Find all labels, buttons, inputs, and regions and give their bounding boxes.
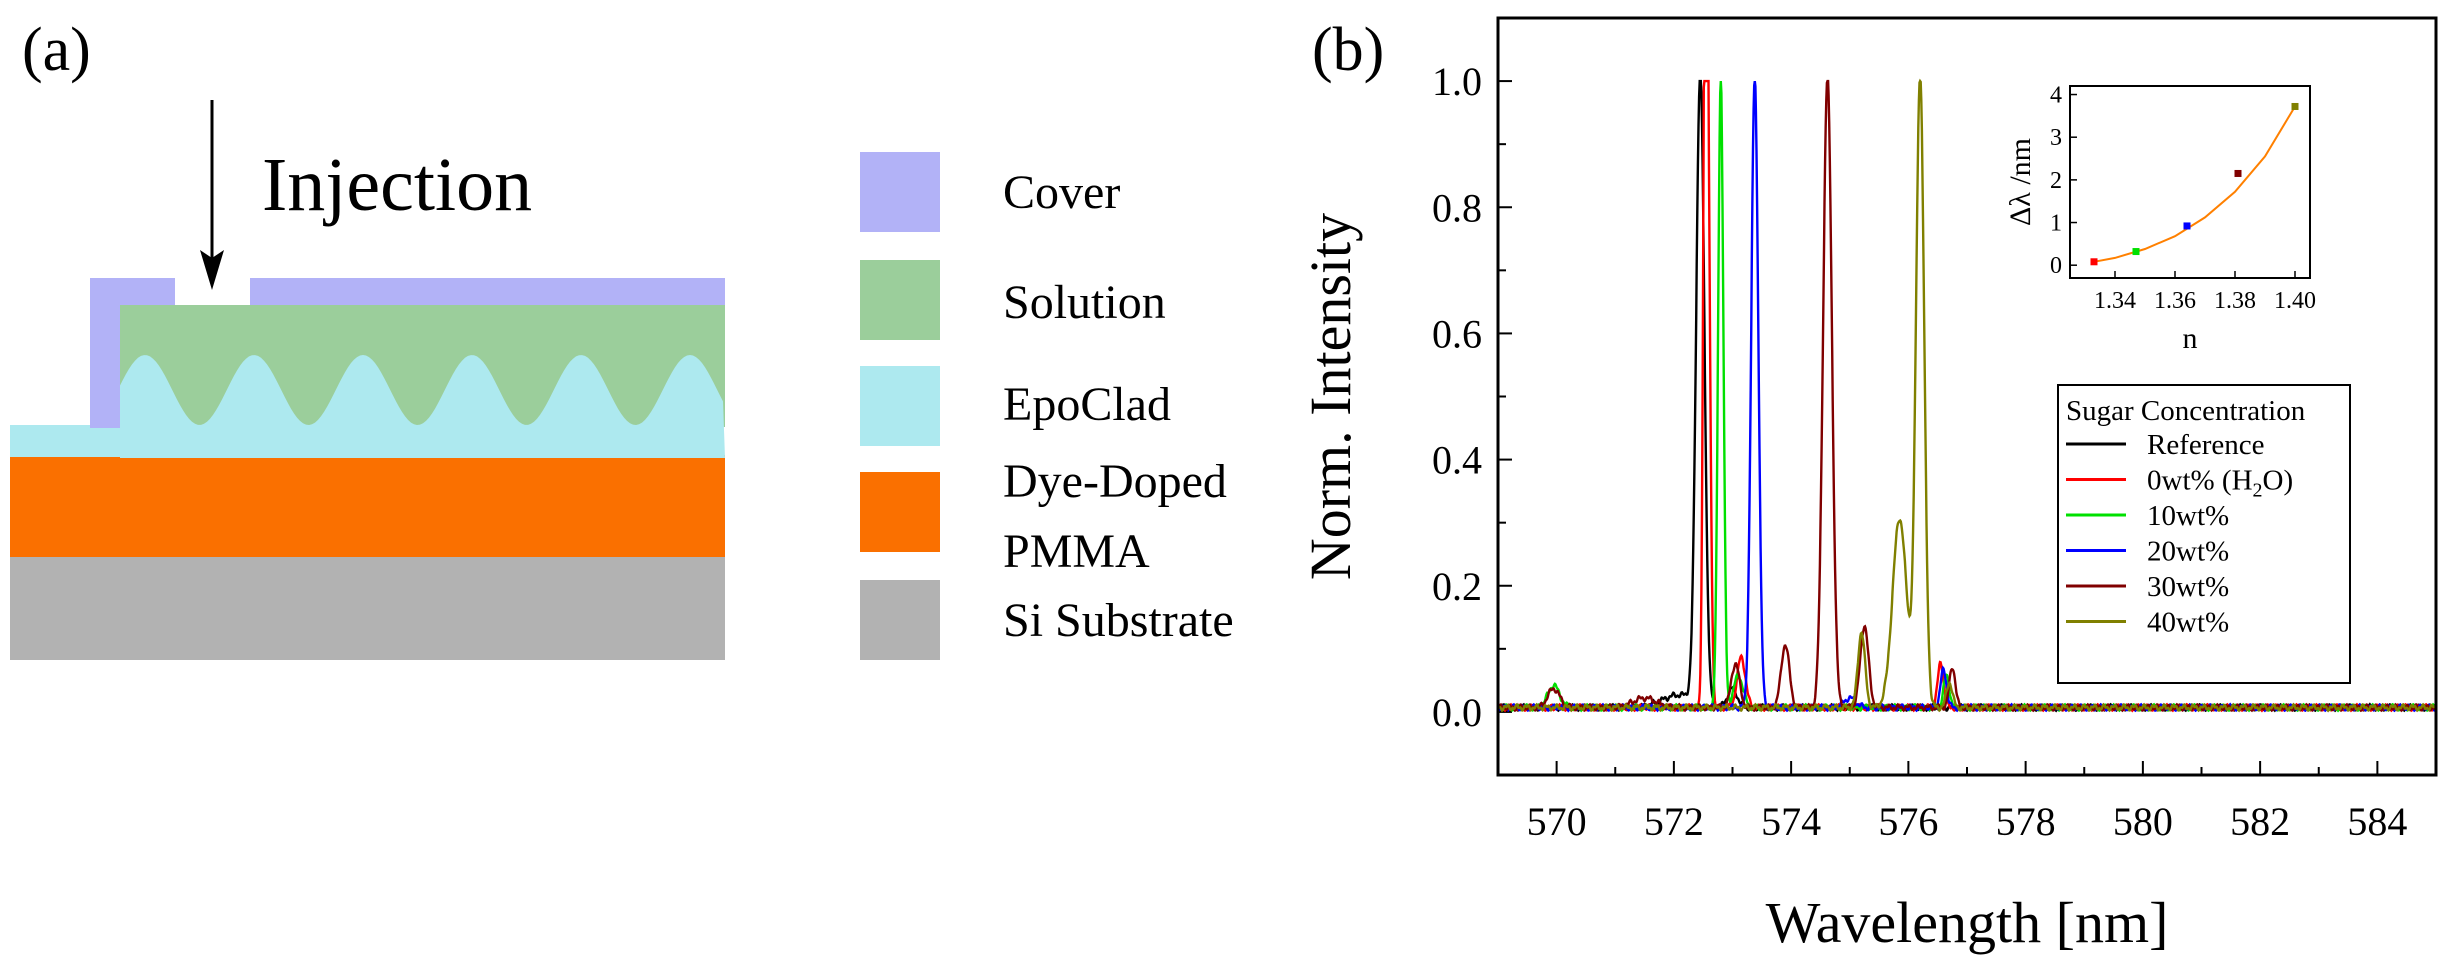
legend-swatch-si-substrate	[860, 580, 940, 660]
x-tick-label: 572	[1644, 799, 1704, 844]
inset-chart: 1.34 1.36 1.38 1.40 0 1 2 3 4 n Δλ /nm	[2004, 83, 2316, 355]
panel-b: (b) 570 572 574 576 578 580 582 584 0.0 0.2 0.4 0.6…	[1298, 16, 2438, 955]
x-tick-label: 574	[1761, 799, 1821, 844]
main-plot-frame	[1496, 16, 2438, 777]
legend-label-epoclad: EpoClad	[1003, 378, 1171, 431]
inset-point-3	[2234, 169, 2242, 177]
injection-label: Injection	[262, 143, 532, 227]
legend-swatch-solution	[860, 260, 940, 340]
series-line-5	[1498, 78, 2436, 713]
inset-y-tick-label: 3	[2050, 125, 2062, 151]
inset-plot	[2090, 102, 2299, 266]
legend-label-0: Reference	[2147, 429, 2265, 461]
legend-label-solution: Solution	[1003, 276, 1166, 329]
inset-y-tick-label: 0	[2050, 253, 2062, 279]
inset-x-tick-label: 1.38	[2214, 288, 2256, 314]
inset-x-axis-label: n	[2183, 322, 2198, 355]
panel-a: (a) Injection Cover Solution EpoClad	[10, 16, 1234, 660]
cover-right-top	[250, 278, 725, 306]
x-axis-label: Wavelength [nm]	[1766, 890, 2169, 955]
series-legend-box	[2057, 384, 2351, 684]
inset-point-4	[2291, 102, 2299, 110]
epoclad-grating	[120, 355, 725, 458]
main-spectra	[1498, 78, 2436, 713]
y-tick-label: 0.4	[1432, 438, 1482, 483]
x-tick-label: 576	[1878, 799, 1938, 844]
legend-label-dye-doped: Dye-Doped	[1003, 455, 1227, 508]
series-legend-title: Sugar Concentration	[2066, 395, 2306, 427]
inset-point-0	[2090, 258, 2098, 266]
y-tick-label: 0.2	[1432, 564, 1482, 609]
inset-point-2	[2183, 222, 2191, 230]
x-tick-label: 582	[2230, 799, 2290, 844]
y-tick-label: 0.8	[1432, 185, 1482, 230]
solution-layer	[120, 305, 725, 427]
panel-b-label: (b)	[1312, 16, 1384, 84]
inset-y-tick-label: 1	[2050, 211, 2062, 237]
inset-fit-curve	[2093, 105, 2296, 263]
x-tick-label: 570	[1527, 799, 1587, 844]
legend-label-cover: Cover	[1003, 166, 1120, 219]
inset-x-tick-label: 1.40	[2274, 288, 2316, 314]
x-tick-label: 578	[1996, 799, 2056, 844]
inset-frame	[2069, 85, 2311, 279]
inset-x-tick-label: 1.34	[2094, 288, 2136, 314]
structure-legend: Cover Solution EpoClad Dye-Doped PMMA Si…	[860, 152, 1234, 660]
series-legend: Sugar Concentration Reference 0wt% (H2O)1…	[2057, 384, 2351, 684]
y-axis-label: Norm. Intensity	[1298, 213, 1363, 580]
y-tick-label: 0.0	[1432, 690, 1482, 735]
y-tick-label: 0.6	[1432, 311, 1482, 356]
injection-arrow-icon	[200, 100, 224, 290]
main-axes-ticks: 570 572 574 576 578 580 582 584 0.0 0.2 0.4 0.6 0.8 1…	[1432, 17, 2437, 844]
series-legend-items: Reference 0wt% (H2O)10wt% 20wt%30wt% 40wt%	[2066, 429, 2293, 639]
layer-stack	[10, 278, 725, 660]
x-tick-label: 584	[2347, 799, 2407, 844]
inset-y-tick-label: 2	[2050, 168, 2062, 194]
epoclad-step	[10, 425, 120, 457]
legend-label-5: 40wt%	[2147, 607, 2229, 639]
inset-point-1	[2132, 248, 2140, 256]
inset-y-axis-label: Δλ /nm	[2004, 138, 2037, 226]
inset-y-tick-label: 4	[2050, 83, 2062, 109]
si-substrate-layer	[10, 555, 725, 660]
legend-label-3: 20wt%	[2147, 536, 2229, 568]
y-tick-label: 1.0	[1432, 59, 1482, 104]
legend-label-pmma: PMMA	[1003, 525, 1150, 578]
legend-swatch-dye-doped-pmma	[860, 472, 940, 552]
legend-label-4: 30wt%	[2147, 571, 2229, 603]
legend-label-2: 10wt%	[2147, 500, 2229, 532]
dye-doped-pmma-layer	[10, 455, 725, 557]
panel-a-label: (a)	[22, 16, 91, 84]
legend-swatch-cover	[860, 152, 940, 232]
legend-label-1: 0wt% (H2O)	[2147, 465, 2293, 502]
inset-x-tick-label: 1.36	[2154, 288, 2196, 314]
cover-left-top	[90, 278, 175, 306]
inset-ticks: 1.34 1.36 1.38 1.40 0 1 2 3 4	[2050, 83, 2316, 314]
x-tick-label: 580	[2113, 799, 2173, 844]
legend-swatch-epoclad	[860, 366, 940, 446]
legend-label-si-substrate: Si Substrate	[1003, 594, 1234, 647]
